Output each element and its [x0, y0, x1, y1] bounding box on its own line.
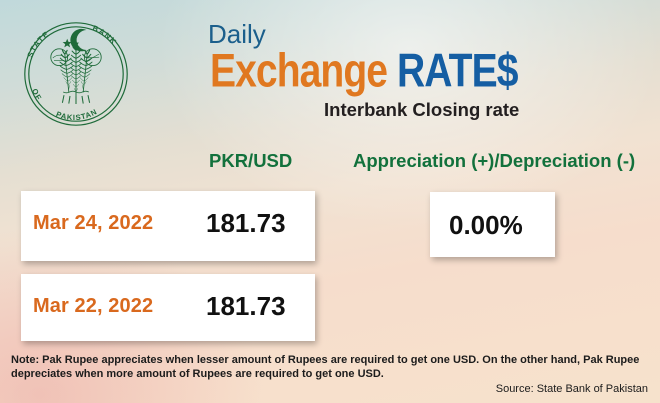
- svg-text:PAKISTAN: PAKISTAN: [55, 107, 99, 122]
- svg-text:BANK: BANK: [91, 23, 119, 46]
- svg-text:STATE: STATE: [25, 29, 51, 59]
